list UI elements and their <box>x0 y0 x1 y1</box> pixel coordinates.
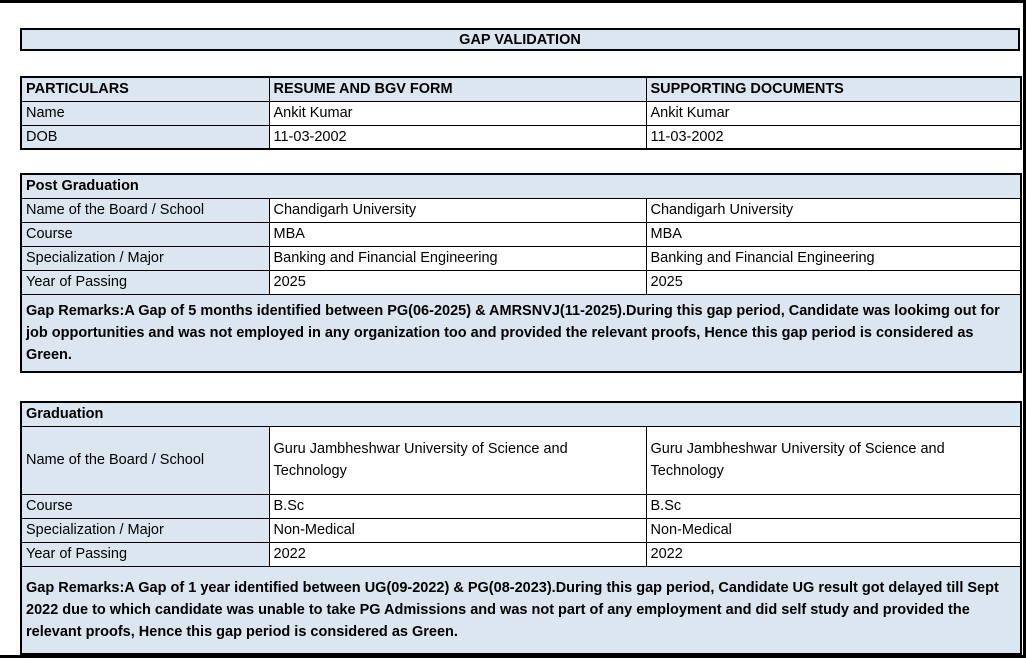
table-row-grad-specialization: Specialization / Major Non-Medical Non-M… <box>20 517 1022 543</box>
graduation-gap-remarks-row: Gap Remarks:A Gap of 1 year identified b… <box>20 565 1022 655</box>
row-label-dob: DOB <box>20 124 270 150</box>
column-header-resume-bgv: RESUME AND BGV FORM <box>268 76 647 102</box>
identity-table: PARTICULARS RESUME AND BGV FORM SUPPORTI… <box>20 76 1022 150</box>
pg-course-resume-value: MBA <box>268 221 647 247</box>
row-label-pg-specialization: Specialization / Major <box>20 245 270 271</box>
row-label-grad-year: Year of Passing <box>20 541 270 567</box>
table-row-pg-course: Course MBA MBA <box>20 221 1022 247</box>
row-label-name: Name <box>20 100 270 126</box>
post-graduation-table: Post Graduation Name of the Board / Scho… <box>20 173 1023 373</box>
table-row-name: Name Ankit Kumar Ankit Kumar <box>20 100 1022 126</box>
graduation-table: Graduation Name of the Board / School Gu… <box>20 401 1023 655</box>
grad-specialization-resume-value: Non-Medical <box>268 517 647 543</box>
grad-board-supporting-value: Guru Jambheshwar University of Science a… <box>645 425 1022 495</box>
column-header-particulars: PARTICULARS <box>20 76 270 102</box>
grad-course-resume-value: B.Sc <box>268 493 647 519</box>
post-graduation-section-header: Post Graduation <box>20 173 1022 199</box>
page-title: GAP VALIDATION <box>20 28 1020 51</box>
grad-specialization-supporting-value: Non-Medical <box>645 517 1022 543</box>
dob-resume-value: 11-03-2002 <box>268 124 647 150</box>
row-label-grad-board: Name of the Board / School <box>20 425 270 495</box>
row-label-pg-board: Name of the Board / School <box>20 197 270 223</box>
graduation-section-header: Graduation <box>20 401 1022 427</box>
pg-specialization-resume-value: Banking and Financial Engineering <box>268 245 647 271</box>
grad-year-resume-value: 2022 <box>268 541 647 567</box>
row-label-pg-course: Course <box>20 221 270 247</box>
post-graduation-section-title: Post Graduation <box>20 173 1022 199</box>
grad-year-supporting-value: 2022 <box>645 541 1022 567</box>
pg-year-supporting-value: 2025 <box>645 269 1022 295</box>
post-graduation-gap-remarks-row: Gap Remarks:A Gap of 5 months identified… <box>20 293 1022 373</box>
identity-header-row: PARTICULARS RESUME AND BGV FORM SUPPORTI… <box>20 76 1022 102</box>
pg-course-supporting-value: MBA <box>645 221 1022 247</box>
row-label-pg-year: Year of Passing <box>20 269 270 295</box>
table-row-grad-year: Year of Passing 2022 2022 <box>20 541 1022 567</box>
pg-board-supporting-value: Chandigarh University <box>645 197 1022 223</box>
row-label-grad-course: Course <box>20 493 270 519</box>
grad-board-resume-value: Guru Jambheshwar University of Science a… <box>268 425 647 495</box>
table-row-pg-board: Name of the Board / School Chandigarh Un… <box>20 197 1022 223</box>
table-row-grad-course: Course B.Sc B.Sc <box>20 493 1022 519</box>
pg-year-resume-value: 2025 <box>268 269 647 295</box>
dob-supporting-value: 11-03-2002 <box>645 124 1022 150</box>
row-label-grad-specialization: Specialization / Major <box>20 517 270 543</box>
table-row-pg-year: Year of Passing 2025 2025 <box>20 269 1022 295</box>
pg-board-resume-value: Chandigarh University <box>268 197 647 223</box>
graduation-gap-remarks: Gap Remarks:A Gap of 1 year identified b… <box>20 565 1022 655</box>
table-row-grad-board: Name of the Board / School Guru Jambhesh… <box>20 425 1022 495</box>
column-header-supporting-docs: SUPPORTING DOCUMENTS <box>645 76 1022 102</box>
graduation-section-title: Graduation <box>20 401 1022 427</box>
name-resume-value: Ankit Kumar <box>268 100 647 126</box>
table-row-pg-specialization: Specialization / Major Banking and Finan… <box>20 245 1022 271</box>
post-graduation-gap-remarks: Gap Remarks:A Gap of 5 months identified… <box>20 293 1022 373</box>
grad-course-supporting-value: B.Sc <box>645 493 1022 519</box>
table-row-dob: DOB 11-03-2002 11-03-2002 <box>20 124 1022 150</box>
pg-specialization-supporting-value: Banking and Financial Engineering <box>645 245 1022 271</box>
page-title-text: GAP VALIDATION <box>459 31 581 48</box>
name-supporting-value: Ankit Kumar <box>645 100 1022 126</box>
